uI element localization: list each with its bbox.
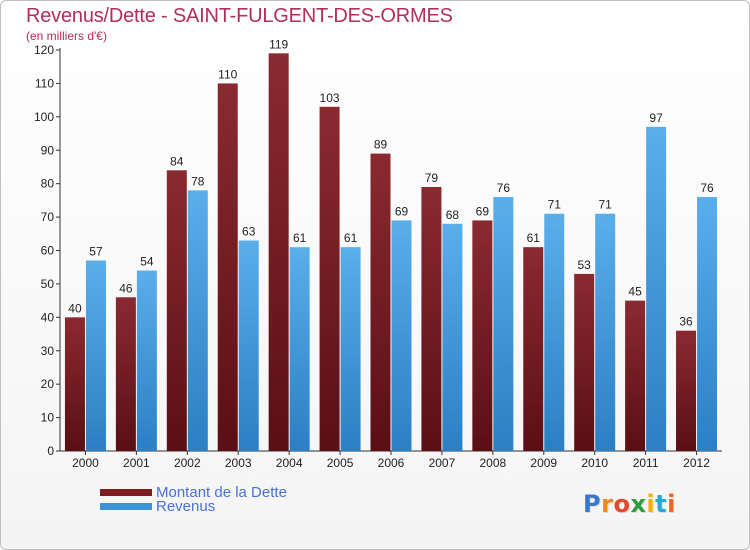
- bar-dette: [115, 297, 136, 451]
- y-tick-label: 30: [41, 344, 55, 358]
- data-label: 71: [548, 198, 562, 212]
- bar-revenus: [289, 247, 310, 451]
- chart-subtitle: (en milliers d'€): [26, 29, 107, 43]
- bar-dette: [421, 187, 442, 451]
- bar-revenus: [187, 190, 208, 451]
- y-tick-label: 40: [41, 310, 55, 324]
- bar-dette: [625, 300, 646, 451]
- data-label: 89: [374, 138, 388, 152]
- bar-dette: [64, 317, 85, 451]
- y-tick-label: 20: [41, 377, 55, 391]
- bar-dette: [319, 106, 340, 451]
- bar-revenus: [136, 270, 157, 451]
- data-label: 54: [140, 255, 154, 269]
- data-label: 57: [89, 245, 103, 259]
- x-tick-label: 2008: [479, 456, 506, 470]
- bar-revenus: [442, 223, 463, 451]
- logo-letter: P: [583, 490, 602, 518]
- bar-revenus: [238, 240, 259, 451]
- data-label: 69: [395, 204, 409, 218]
- data-label: 40: [68, 301, 82, 315]
- legend-swatch-dette: [100, 489, 152, 496]
- x-tick-label: 2012: [683, 456, 710, 470]
- y-tick-label: 0: [47, 444, 54, 458]
- data-label: 71: [599, 198, 613, 212]
- data-label: 103: [320, 91, 340, 105]
- x-tick-label: 2004: [276, 456, 303, 470]
- bar-dette: [217, 83, 238, 452]
- bar-dette: [268, 53, 289, 451]
- bar-revenus: [340, 247, 361, 451]
- bar-revenus: [595, 213, 616, 451]
- y-tick-label: 60: [41, 244, 55, 258]
- y-tick-label: 70: [41, 210, 55, 224]
- bar-revenus: [493, 197, 514, 451]
- x-tick-label: 2003: [225, 456, 252, 470]
- bar-dette: [523, 247, 544, 451]
- data-label: 61: [293, 231, 307, 245]
- x-tick-label: 2005: [327, 456, 354, 470]
- y-tick-label: 80: [41, 177, 55, 191]
- logo-letter: i: [667, 490, 676, 518]
- bar-dette: [370, 153, 391, 451]
- legend-label-revenus: Revenus: [156, 498, 216, 515]
- bar-revenus: [544, 213, 565, 451]
- x-tick-label: 2006: [378, 456, 405, 470]
- data-label: 45: [628, 285, 642, 299]
- data-label: 63: [242, 224, 256, 238]
- data-label: 69: [476, 204, 490, 218]
- chart-title: Revenus/Dette - SAINT-FULGENT-DES-ORMES: [26, 5, 453, 27]
- x-tick-label: 2009: [530, 456, 557, 470]
- logo-letter: x: [630, 490, 647, 518]
- bar-dette: [166, 170, 187, 452]
- y-tick-label: 10: [41, 411, 55, 425]
- data-label: 36: [679, 315, 693, 329]
- data-label: 78: [191, 174, 205, 188]
- data-label: 61: [527, 231, 541, 245]
- logo-letter: i: [646, 490, 656, 518]
- y-tick-label: 90: [41, 143, 55, 157]
- bar-dette: [676, 330, 697, 451]
- logo-letter: o: [613, 490, 631, 518]
- data-label: 53: [578, 258, 592, 272]
- bar-revenus: [85, 260, 106, 451]
- y-tick-label: 120: [34, 43, 54, 57]
- bar-dette: [574, 273, 595, 451]
- x-tick-label: 2010: [581, 456, 608, 470]
- y-tick-label: 50: [41, 277, 55, 291]
- bar-dette: [472, 220, 493, 451]
- data-label: 79: [425, 171, 439, 185]
- data-label: 46: [119, 281, 133, 295]
- data-label: 61: [344, 231, 358, 245]
- data-label: 84: [170, 154, 184, 168]
- data-label: 68: [446, 208, 460, 222]
- x-tick-label: 2007: [429, 456, 456, 470]
- proxiti-logo: Proxiti: [583, 490, 676, 518]
- y-tick-label: 110: [35, 76, 54, 90]
- bar-revenus: [646, 126, 667, 451]
- bar-revenus: [697, 197, 718, 451]
- data-label: 97: [649, 111, 663, 125]
- x-tick-label: 2001: [123, 456, 150, 470]
- logo-letter: t: [655, 490, 668, 518]
- bar-revenus: [391, 220, 412, 451]
- data-label: 76: [700, 181, 714, 195]
- x-tick-label: 2000: [72, 456, 99, 470]
- legend-label-dette: Montant de la Dette: [156, 484, 287, 501]
- x-tick-label: 2011: [633, 456, 659, 470]
- logo-letter: r: [601, 490, 614, 518]
- data-label: 119: [269, 37, 288, 51]
- y-tick-label: 100: [34, 110, 54, 124]
- data-label: 76: [497, 181, 511, 195]
- legend-swatch-revenus: [100, 503, 152, 510]
- x-tick-label: 2002: [174, 456, 201, 470]
- data-label: 110: [218, 67, 237, 81]
